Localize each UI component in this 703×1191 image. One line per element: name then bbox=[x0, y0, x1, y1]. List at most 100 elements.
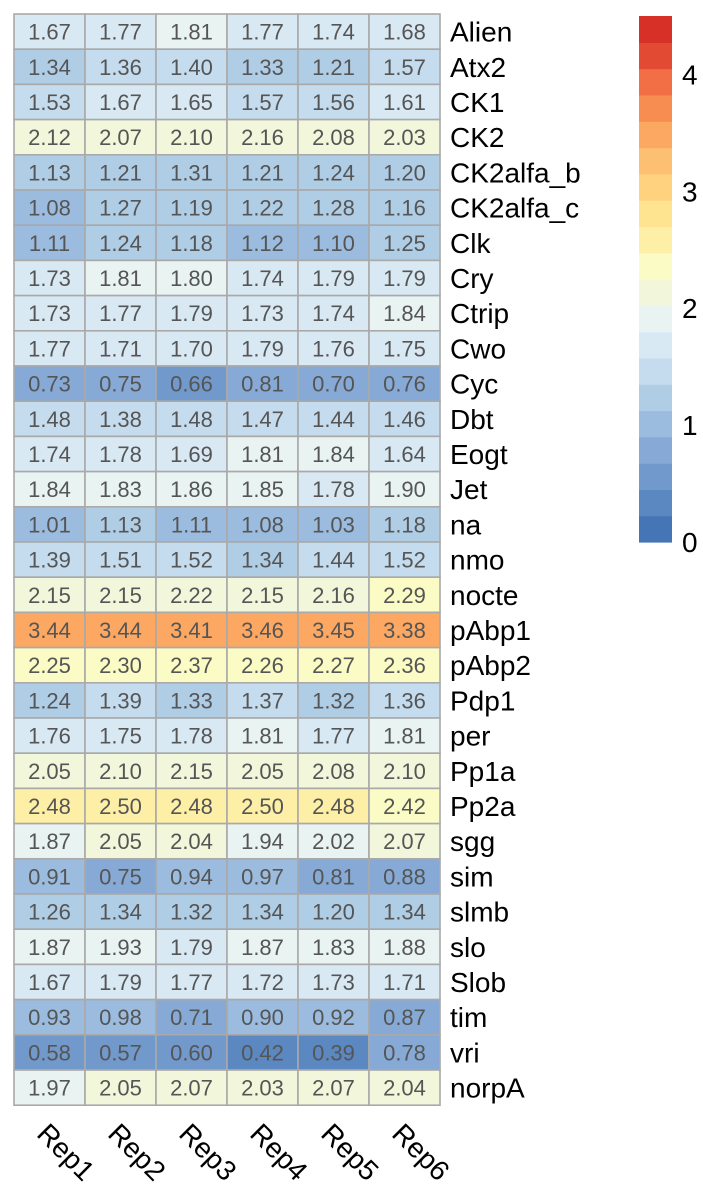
cell-value-label: 1.34 bbox=[241, 900, 284, 925]
cell-value-label: 0.75 bbox=[99, 372, 142, 397]
cell-value-label: 1.72 bbox=[241, 970, 284, 995]
legend-tick-label: 1 bbox=[682, 410, 698, 441]
cell-value-label: 2.50 bbox=[241, 794, 284, 819]
cell-value-label: 1.34 bbox=[383, 900, 426, 925]
heatmap-cell bbox=[84, 118, 157, 156]
cell-value-label: 1.73 bbox=[312, 970, 355, 995]
cell-value-label: 1.53 bbox=[28, 90, 71, 115]
heatmap-cell bbox=[84, 294, 157, 332]
cell-value-label: 2.10 bbox=[383, 759, 426, 784]
cell-value-label: 1.76 bbox=[312, 336, 355, 361]
cell-value-label: 1.39 bbox=[28, 548, 71, 573]
heatmap-cell bbox=[155, 717, 228, 755]
cell-value-label: 2.03 bbox=[241, 1076, 284, 1101]
cell-value-label: 2.07 bbox=[170, 1076, 213, 1101]
cell-value-label: 1.34 bbox=[99, 900, 142, 925]
cell-value-label: 2.30 bbox=[99, 653, 142, 678]
cell-value-label: 1.22 bbox=[241, 196, 284, 221]
heatmap-cell bbox=[13, 435, 86, 473]
cell-value-label: 1.74 bbox=[241, 266, 284, 291]
row-label: Eogt bbox=[450, 439, 508, 470]
column-label: Rep3 bbox=[173, 1118, 242, 1187]
cell-value-label: 1.11 bbox=[29, 231, 70, 256]
cell-value-label: 1.13 bbox=[28, 160, 71, 185]
cell-value-label: 1.77 bbox=[99, 20, 142, 45]
cell-value-label: 1.39 bbox=[99, 688, 142, 713]
cell-value-label: 1.37 bbox=[241, 688, 284, 713]
cell-value-label: 1.65 bbox=[170, 90, 213, 115]
cell-value-label: 1.97 bbox=[28, 1076, 71, 1101]
cell-value-label: 1.90 bbox=[383, 477, 426, 502]
heatmap-cell bbox=[155, 400, 228, 438]
cell-value-label: 1.61 bbox=[383, 90, 426, 115]
heatmap-cell bbox=[226, 48, 299, 86]
column-label: Rep2 bbox=[102, 1118, 171, 1187]
row-label: Jet bbox=[450, 474, 488, 505]
heatmap-cell bbox=[368, 752, 441, 790]
legend-color-segment bbox=[639, 147, 672, 175]
color-legend: 0 1 2 3 4 bbox=[639, 16, 698, 558]
heatmap-cell bbox=[226, 259, 299, 297]
cell-value-label: 2.08 bbox=[312, 125, 355, 150]
row-label: Pp1a bbox=[450, 756, 516, 787]
cell-value-label: 1.79 bbox=[312, 266, 355, 291]
heatmap-cell bbox=[226, 928, 299, 966]
cell-value-label: 1.85 bbox=[241, 477, 284, 502]
cell-value-label: 3.46 bbox=[241, 618, 284, 643]
legend-color-segment bbox=[639, 279, 672, 306]
heatmap-cell bbox=[13, 1069, 86, 1107]
row-label: Atx2 bbox=[450, 52, 506, 83]
cell-value-label: 0.92 bbox=[312, 1005, 355, 1030]
cell-value-label: 2.04 bbox=[383, 1076, 426, 1101]
row-label: vri bbox=[450, 1037, 480, 1068]
cell-value-label: 1.28 bbox=[312, 196, 355, 221]
heatmap-cell bbox=[226, 822, 299, 860]
cell-value-label: 3.44 bbox=[28, 618, 71, 643]
cell-value-label: 2.25 bbox=[28, 653, 71, 678]
cell-value-label: 2.15 bbox=[241, 583, 284, 608]
cell-value-label: 1.08 bbox=[28, 196, 71, 221]
heatmap-cell bbox=[368, 118, 441, 156]
cell-value-label: 1.87 bbox=[28, 829, 71, 854]
cell-value-label: 1.84 bbox=[312, 442, 355, 467]
row-label: pAbp2 bbox=[450, 650, 531, 681]
cell-value-label: 2.37 bbox=[170, 653, 213, 678]
heatmap-cell bbox=[226, 963, 299, 1001]
cell-value-label: 1.13 bbox=[99, 512, 142, 537]
heatmap-cell bbox=[297, 294, 370, 332]
row-label: sgg bbox=[450, 826, 495, 857]
heatmap-cell bbox=[13, 752, 86, 790]
row-label: nocte bbox=[450, 580, 519, 611]
cell-value-label: 2.07 bbox=[99, 125, 142, 150]
cell-value-label: 2.02 bbox=[312, 829, 355, 854]
cell-value-label: 2.07 bbox=[383, 829, 426, 854]
cell-value-label: 1.34 bbox=[241, 548, 284, 573]
cell-value-label: 2.10 bbox=[99, 759, 142, 784]
cell-value-label: 0.58 bbox=[28, 1040, 71, 1065]
column-label: Rep5 bbox=[315, 1118, 384, 1187]
heatmap-cell bbox=[297, 998, 370, 1036]
cell-value-label: 1.52 bbox=[383, 548, 426, 573]
cell-value-label: 1.36 bbox=[99, 55, 142, 80]
cell-value-label: 1.81 bbox=[383, 724, 426, 749]
heatmap-cell bbox=[13, 189, 86, 227]
cell-value-label: 0.90 bbox=[241, 1005, 284, 1030]
cell-value-label: 1.21 bbox=[99, 160, 142, 185]
cell-value-label: 1.79 bbox=[170, 935, 213, 960]
heatmap-cell bbox=[84, 646, 157, 684]
cell-value-label: 0.57 bbox=[99, 1040, 142, 1065]
heatmap-cell bbox=[155, 118, 228, 156]
heatmap-cell bbox=[155, 470, 228, 508]
heatmap-cell bbox=[226, 857, 299, 895]
cell-value-label: 1.88 bbox=[383, 935, 426, 960]
cell-value-label: 1.19 bbox=[170, 196, 213, 221]
heatmap-cell bbox=[13, 365, 86, 403]
row-label: CK2alfa_c bbox=[450, 193, 579, 224]
cell-value-label: 1.77 bbox=[99, 301, 142, 326]
row-label: Pdp1 bbox=[450, 685, 515, 716]
column-labels: Rep1 Rep2 Rep3 Rep4 Rep5 Rep6 bbox=[31, 1118, 455, 1187]
cell-value-label: 1.69 bbox=[170, 442, 213, 467]
cell-value-label: 0.97 bbox=[241, 864, 284, 889]
row-label: Ctrip bbox=[450, 298, 509, 329]
cell-value-label: 1.47 bbox=[241, 407, 284, 432]
